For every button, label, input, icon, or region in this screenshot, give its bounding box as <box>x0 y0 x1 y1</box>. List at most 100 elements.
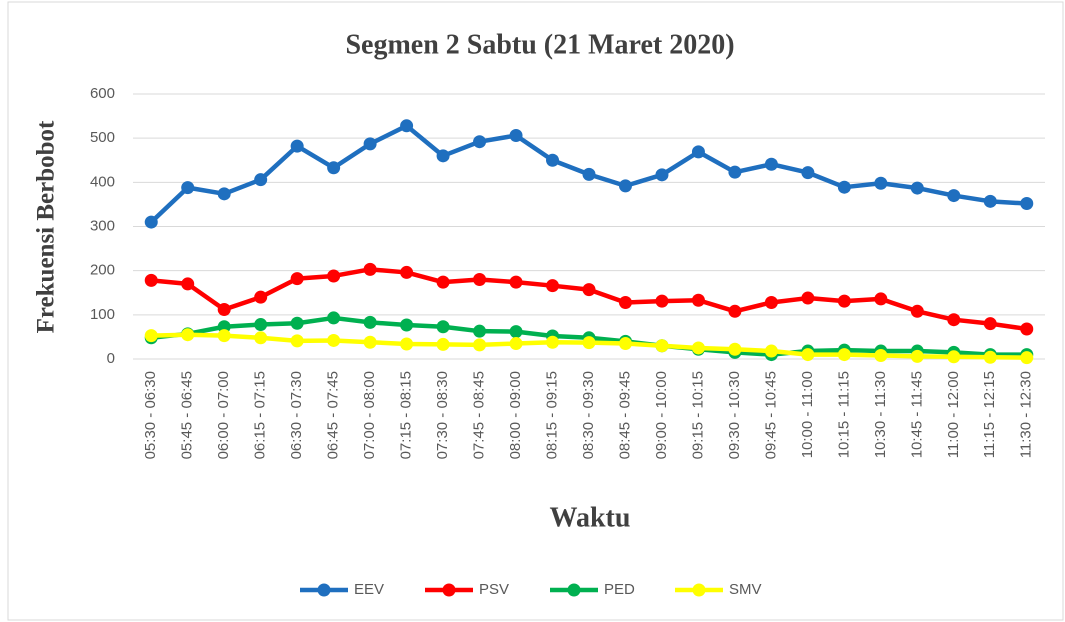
x-tick-label: 06:15 - 07:15 <box>252 371 269 459</box>
chart-title: Segmen 2 Sabtu (21 Maret 2020) <box>345 29 734 60</box>
data-point <box>254 173 268 187</box>
legend-label: PED <box>604 581 635 598</box>
data-point <box>691 293 705 307</box>
data-point <box>691 145 705 159</box>
legend-marker <box>692 583 706 597</box>
x-tick-label: 08:00 - 09:00 <box>507 371 524 459</box>
data-point <box>983 194 997 208</box>
data-point <box>327 311 341 325</box>
data-point <box>1020 322 1034 336</box>
y-axis-label: Frekuensi Berbobot <box>33 120 60 333</box>
data-point <box>764 344 778 358</box>
y-tick-label: 500 <box>90 129 115 146</box>
data-point <box>837 294 851 308</box>
data-point <box>874 292 888 306</box>
x-tick-label: 05:45 - 06:45 <box>179 371 196 459</box>
legend-label: EEV <box>354 581 384 598</box>
data-point <box>546 335 560 349</box>
data-point <box>910 181 924 195</box>
data-point <box>400 318 414 332</box>
data-point <box>655 339 669 353</box>
data-point <box>327 161 341 175</box>
data-point <box>582 167 596 181</box>
y-tick-label: 400 <box>90 173 115 190</box>
x-tick-label: 09:45 - 10:45 <box>762 371 779 459</box>
chart-frame <box>7 1 1064 621</box>
data-point <box>436 149 450 163</box>
data-point <box>509 325 523 339</box>
data-point <box>217 303 231 317</box>
x-tick-label: 06:00 - 07:00 <box>215 371 232 459</box>
x-tick-label: 06:45 - 07:45 <box>325 371 342 459</box>
data-point <box>801 348 815 362</box>
x-tick-label: 08:30 - 09:30 <box>580 371 597 459</box>
data-point <box>618 337 632 351</box>
data-point <box>509 337 523 351</box>
data-point <box>983 350 997 364</box>
data-point <box>290 334 304 348</box>
data-point <box>473 338 487 352</box>
x-tick-label: 08:15 - 09:15 <box>543 371 560 459</box>
data-point <box>363 315 377 329</box>
data-point <box>910 349 924 363</box>
data-point <box>290 272 304 286</box>
data-point <box>181 277 195 291</box>
data-point <box>801 291 815 305</box>
data-point <box>363 137 377 151</box>
data-point <box>546 153 560 167</box>
data-point <box>509 275 523 289</box>
data-point <box>473 273 487 286</box>
data-point <box>144 273 158 287</box>
legend-marker <box>567 583 581 597</box>
data-point <box>400 119 414 133</box>
data-point <box>947 189 961 203</box>
data-point <box>582 336 596 350</box>
y-tick-label: 300 <box>90 217 115 234</box>
data-point <box>983 317 997 331</box>
data-point <box>582 283 596 297</box>
data-point <box>1020 351 1034 365</box>
data-point <box>728 342 742 356</box>
x-tick-label: 10:00 - 11:00 <box>799 371 816 458</box>
data-point <box>363 335 377 349</box>
x-tick-label: 09:15 - 10:15 <box>689 371 706 459</box>
data-point <box>947 350 961 364</box>
data-point <box>181 328 195 342</box>
legend-label: SMV <box>729 581 762 598</box>
data-point <box>473 135 487 149</box>
data-point <box>254 290 268 304</box>
x-tick-label: 07:30 - 08:30 <box>434 371 451 459</box>
data-point <box>801 166 815 180</box>
data-point <box>874 176 888 190</box>
data-point <box>874 348 888 362</box>
data-point <box>400 265 414 279</box>
data-point <box>837 180 851 194</box>
data-point <box>910 304 924 318</box>
x-tick-label: 11:30 - 12:30 <box>1018 371 1035 458</box>
data-point <box>181 181 195 195</box>
data-point <box>290 316 304 330</box>
x-tick-label: 06:30 - 07:30 <box>288 371 305 459</box>
x-tick-label: 05:30 - 06:30 <box>142 371 159 459</box>
x-tick-label: 10:15 - 11:15 <box>835 371 852 458</box>
data-point <box>254 318 268 332</box>
data-point <box>618 179 632 193</box>
x-tick-label: 10:30 - 11:30 <box>872 371 889 458</box>
data-point <box>1020 197 1034 211</box>
data-point <box>327 269 341 283</box>
y-tick-label: 600 <box>90 85 115 102</box>
data-point <box>947 313 961 327</box>
data-point <box>363 262 377 276</box>
data-point <box>546 279 560 293</box>
x-tick-label: 08:45 - 09:45 <box>616 371 633 459</box>
data-point <box>144 215 158 229</box>
x-tick-label: 07:15 - 08:15 <box>398 371 415 459</box>
data-point <box>728 304 742 318</box>
legend-marker <box>442 583 456 597</box>
data-point <box>254 331 268 345</box>
data-point <box>436 275 450 289</box>
data-point <box>144 329 158 343</box>
data-point <box>473 324 487 338</box>
y-tick-label: 100 <box>90 306 115 323</box>
x-tick-label: 09:30 - 10:30 <box>726 371 743 459</box>
